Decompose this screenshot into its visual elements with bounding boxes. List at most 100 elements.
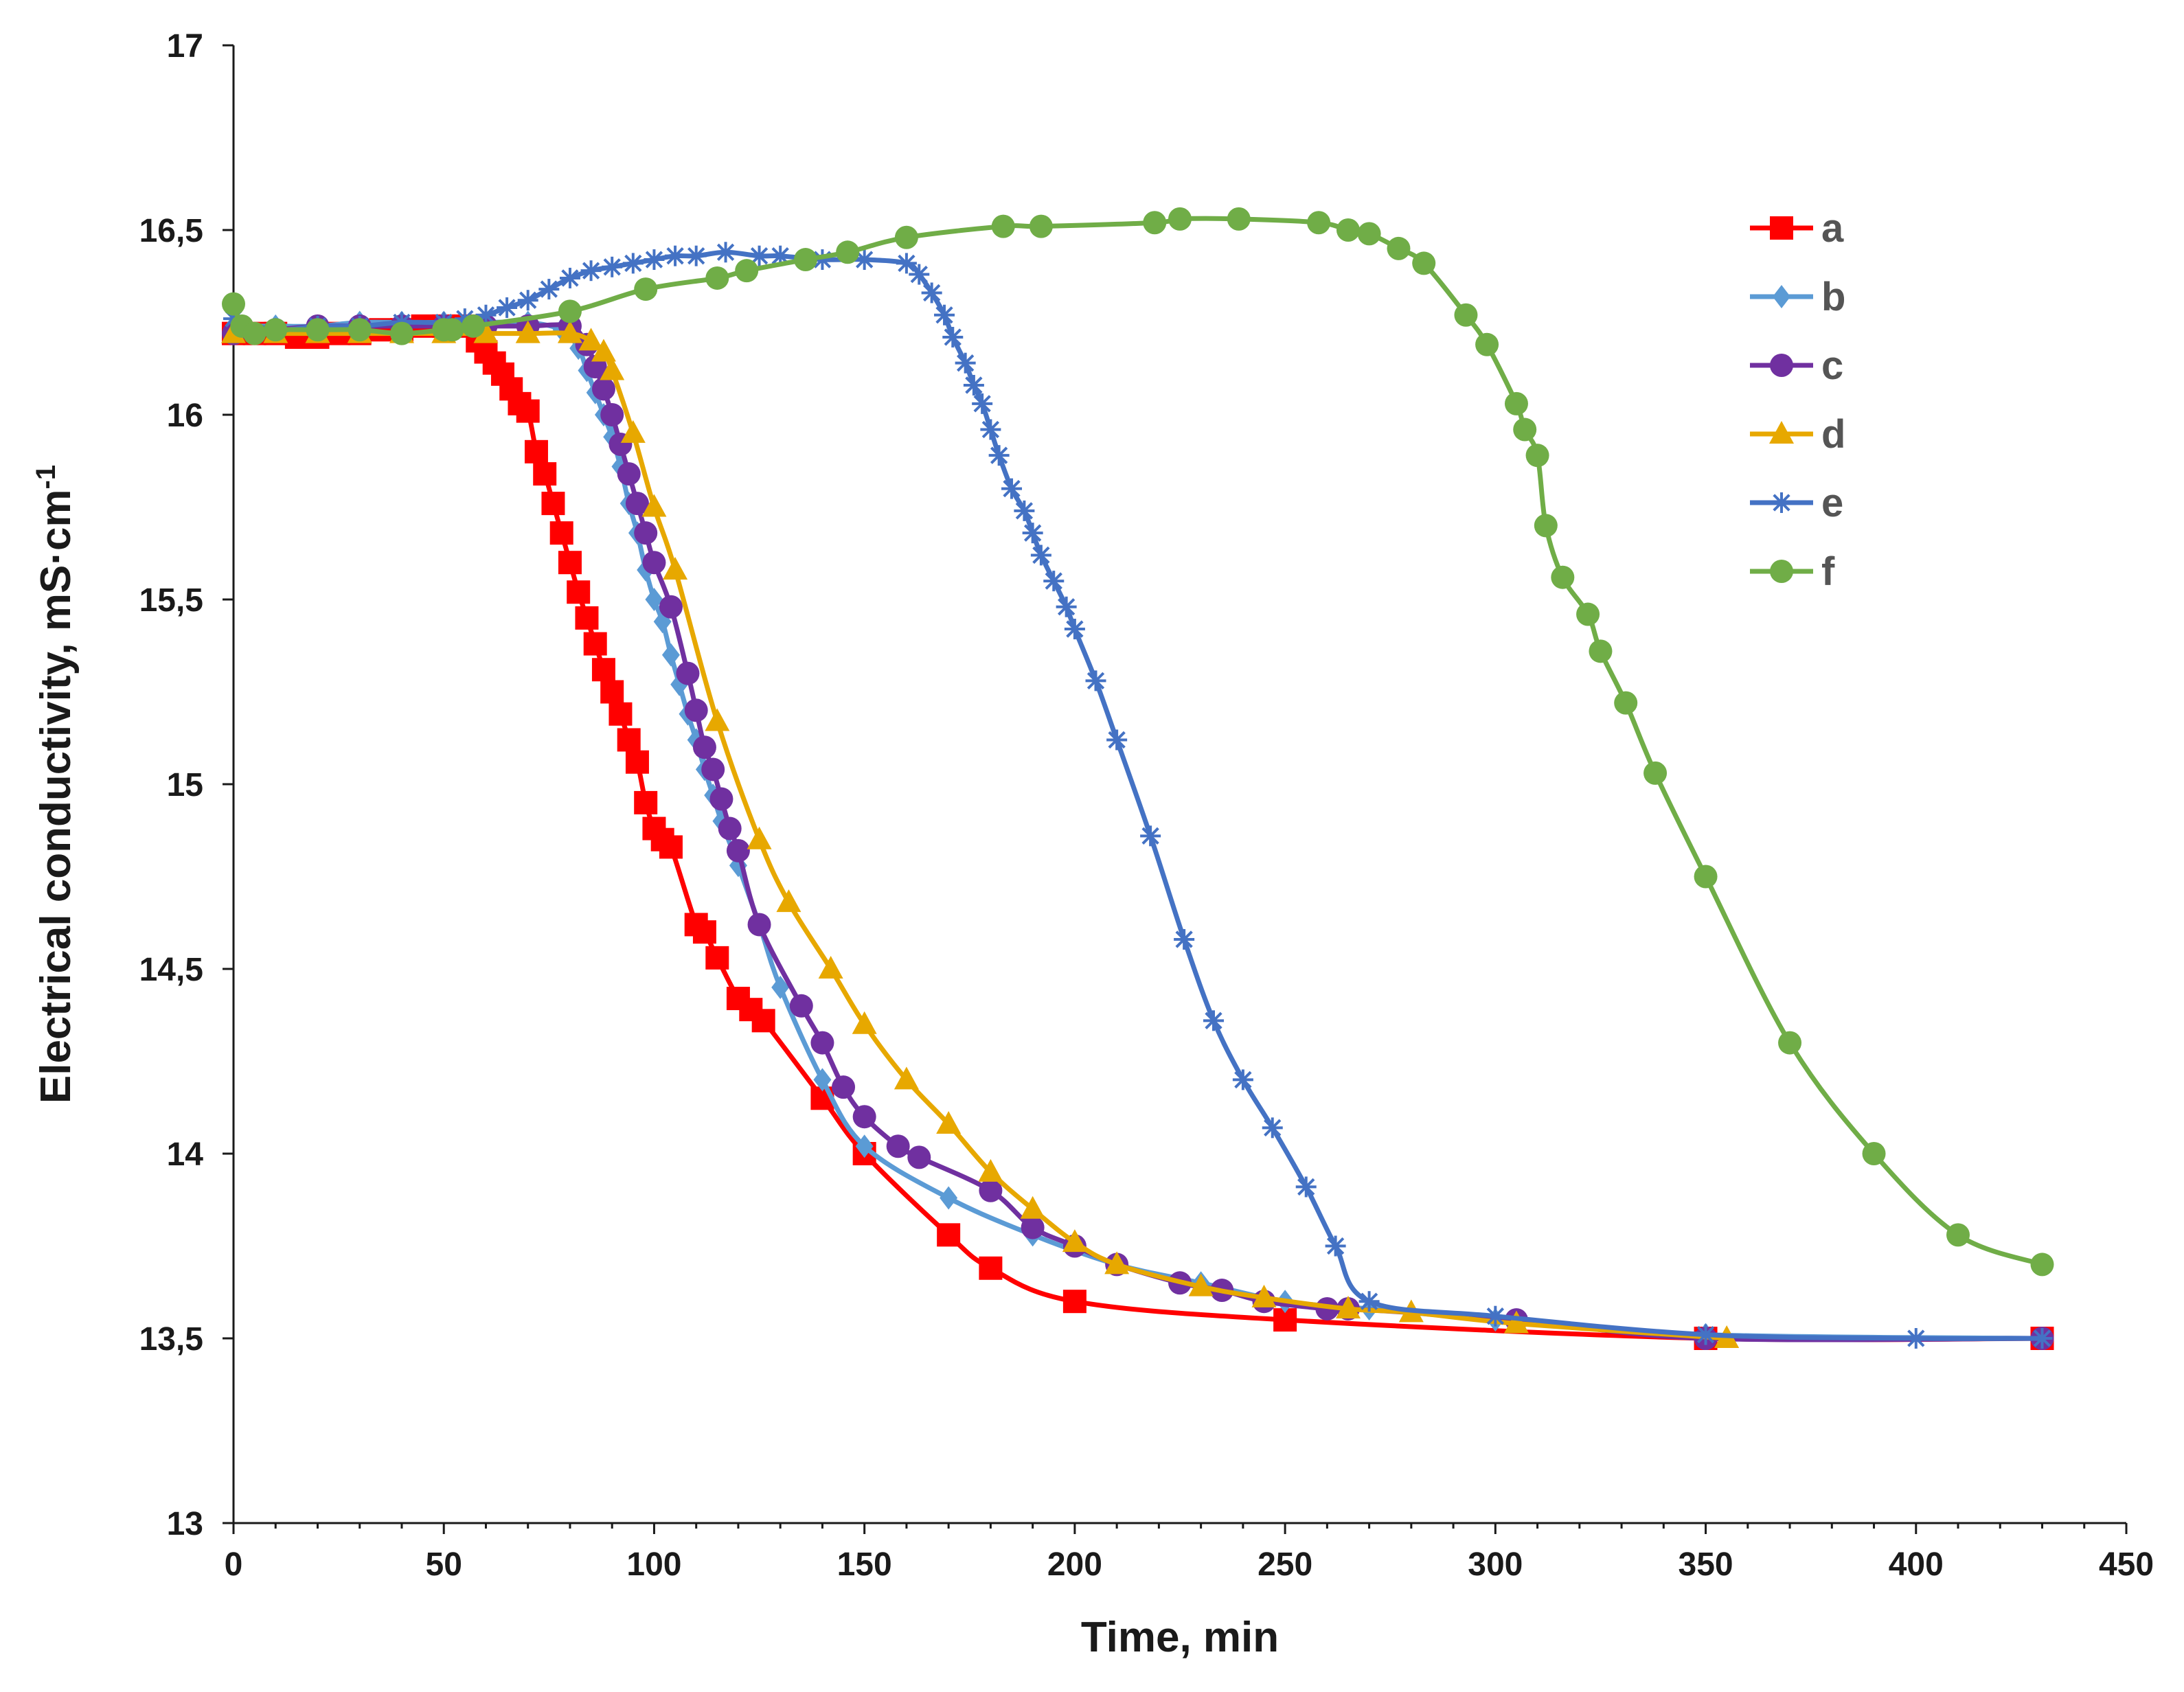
series-d-point	[473, 320, 499, 343]
series-d-point	[578, 328, 604, 351]
series-b-point	[855, 1134, 874, 1158]
y-ticks: 13 13,5 14 14,5 15 15,5 16 16,5 17	[139, 28, 234, 1542]
series-a-point	[575, 606, 599, 630]
series-e-point	[475, 304, 497, 325]
series-e-point	[1043, 571, 1065, 592]
series-f-point	[222, 292, 245, 316]
series-e-point	[955, 352, 976, 374]
x-tick-label: 350	[1679, 1546, 1733, 1583]
series-f-point	[242, 321, 266, 345]
series-e-point	[1358, 1291, 1380, 1312]
series-a-point	[591, 658, 615, 682]
series-c-point	[625, 492, 649, 516]
series-d-point	[620, 420, 646, 443]
x-tick-label: 200	[1047, 1546, 1102, 1583]
series-f-point	[1862, 1142, 1886, 1165]
series-f-point	[1336, 218, 1360, 242]
legend-item-f: f	[1750, 549, 1835, 594]
series-f-point	[558, 299, 582, 323]
series-c-point	[747, 913, 771, 937]
series-a-point	[549, 521, 573, 545]
series-a-line	[231, 322, 2045, 1342]
series-e-point	[497, 297, 518, 318]
series-f-point	[1357, 222, 1381, 246]
series-d-point	[557, 320, 582, 343]
y-tick-label: 16	[167, 398, 203, 434]
series-e-point	[1262, 1117, 1283, 1139]
series-e-point	[749, 245, 770, 266]
series-c-point	[852, 1105, 876, 1129]
legend-marker	[1769, 421, 1794, 444]
series-c-point	[718, 816, 742, 841]
series-c-point	[659, 595, 683, 619]
series-a-point	[541, 492, 565, 516]
legend-item-d: d	[1750, 412, 1845, 457]
series-c-point	[634, 521, 658, 545]
series-f-point	[306, 318, 330, 342]
series-a-point	[1062, 1290, 1087, 1314]
series-e-point	[854, 249, 875, 271]
series-f	[222, 207, 2054, 1277]
series-f-point	[348, 318, 372, 342]
series-e-line	[231, 249, 2045, 1341]
legend-item-b: b	[1750, 275, 1845, 319]
series-f-point	[634, 277, 658, 301]
y-tick-label: 14,5	[139, 952, 203, 988]
series-e-point	[942, 327, 964, 348]
series-c-point	[789, 994, 813, 1018]
series-a-point	[600, 680, 624, 704]
series-d-point	[894, 1066, 919, 1090]
series-d-point	[1503, 1310, 1529, 1334]
series-f-point	[462, 314, 486, 338]
series-a-point	[659, 835, 683, 859]
series-c-point	[726, 838, 750, 862]
x-tick-label: 50	[426, 1546, 462, 1583]
series-e-point	[1056, 596, 1077, 617]
legend-label: e	[1821, 481, 1843, 525]
x-tick-label: 450	[2099, 1546, 2154, 1583]
series-f-point	[1576, 602, 1600, 626]
series-f-point	[1143, 211, 1167, 235]
series-d-point	[515, 320, 541, 343]
series-b-point	[813, 1068, 832, 1092]
series-f-point	[1643, 761, 1668, 785]
series-b	[225, 310, 2051, 1350]
series-a-point	[524, 439, 548, 464]
y-tick-label: 15,5	[139, 582, 203, 619]
series-a-point	[608, 702, 633, 726]
legend-label: c	[1821, 343, 1843, 388]
y-tick-label: 14	[167, 1136, 204, 1173]
series-d-point	[591, 339, 616, 362]
series-e-point	[715, 242, 736, 263]
series-c-point	[617, 462, 641, 486]
series-d-point	[1062, 1229, 1087, 1253]
series-a-point	[634, 790, 658, 814]
series-d-point	[936, 1110, 962, 1134]
series-d-point	[663, 556, 688, 580]
series-f-point	[1589, 639, 1613, 663]
series-f-point	[1029, 214, 1053, 238]
legend-item-c: c	[1750, 343, 1843, 388]
series-e-point	[517, 290, 538, 311]
x-tick-label: 250	[1258, 1546, 1312, 1583]
series-f-point	[1946, 1223, 1970, 1247]
series-a-point	[567, 580, 591, 604]
series-f-point	[1227, 207, 1251, 231]
series-a-point	[617, 728, 641, 752]
series-f-point	[1387, 236, 1411, 260]
series-c-point	[692, 735, 716, 759]
x-tick-label: 0	[225, 1546, 243, 1583]
series-c-point	[810, 1031, 834, 1055]
series-e-point	[988, 445, 1010, 466]
legend-marker	[1771, 492, 1792, 513]
x-tick-label: 150	[837, 1546, 892, 1583]
series-e-point	[972, 393, 993, 414]
series-c-line	[231, 322, 2045, 1342]
series-e-point	[685, 245, 707, 266]
series-f-point	[1694, 865, 1718, 889]
series-d-point	[852, 1011, 877, 1034]
series-c-point	[1021, 1215, 1045, 1239]
series-e-point	[2032, 1328, 2053, 1349]
legend-marker	[1770, 354, 1793, 377]
series-f-point	[793, 248, 817, 272]
